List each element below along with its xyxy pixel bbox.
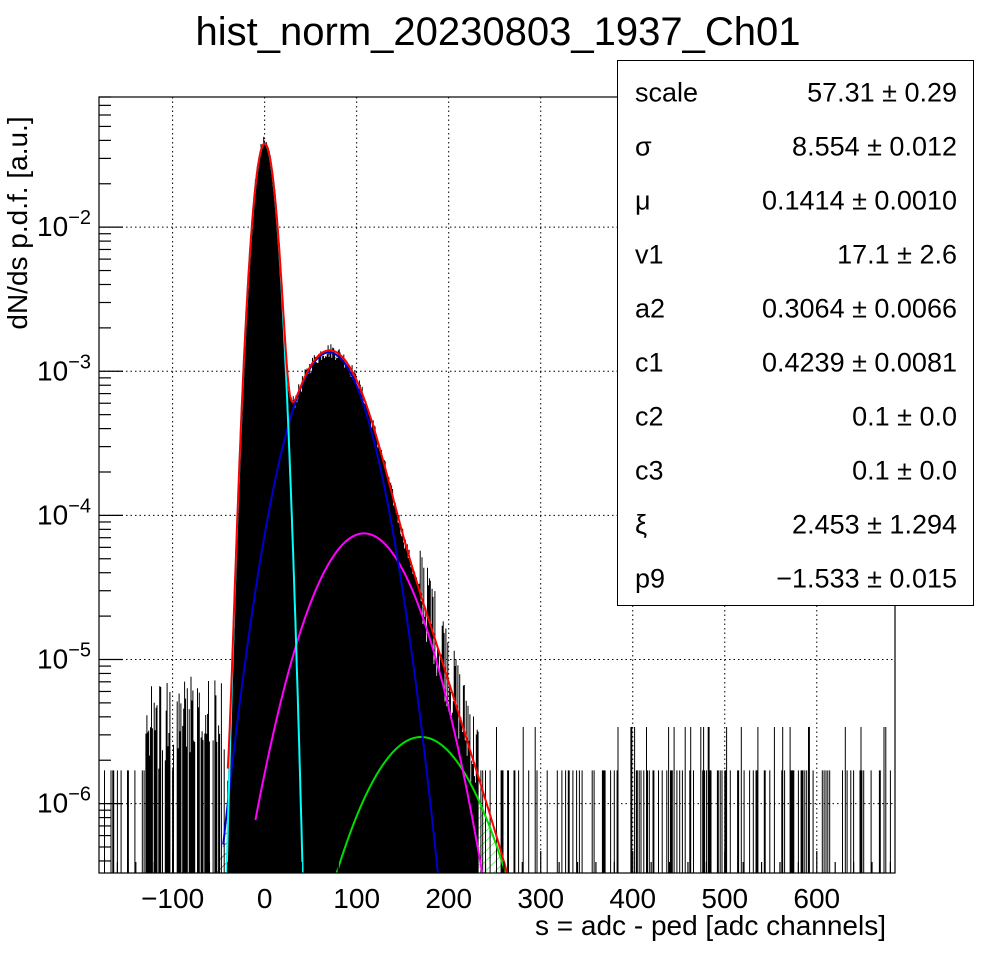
stat-value: 0.1414 ± 0.0010 [762,185,957,216]
x-tick-label: 400 [609,883,656,914]
stat-value: 17.1 ± 2.6 [837,239,957,270]
y-tick-label: 10−3 [37,351,91,386]
x-axis-label: s = adc - ped [adc channels] [535,910,886,941]
histogram [104,136,891,873]
axes [99,96,891,873]
stat-name: σ [635,131,652,162]
y-tick-label: 10−2 [37,207,91,242]
stat-value: 0.1 ± 0.0 [852,401,957,432]
stat-row-v1: v1 17.1 ± 2.6 [618,228,973,282]
stat-row-c2: c2 0.1 ± 0.0 [618,390,973,444]
stat-name: ξ [635,509,648,540]
stat-name: μ [635,185,651,216]
stat-value: 0.1 ± 0.0 [852,455,957,486]
pe3-curve [335,736,507,873]
stat-name: a2 [635,293,666,324]
y-tick-label: 10−6 [37,784,91,819]
stat-value: 0.3064 ± 0.0066 [762,293,957,324]
stat-row-mu: μ 0.1414 ± 0.0010 [618,174,973,228]
stat-row-c1: c1 0.4239 ± 0.0081 [618,336,973,390]
stat-value: 8.554 ± 0.012 [792,131,957,162]
stat-row-scale: scale 57.31 ± 0.29 [618,66,973,120]
stat-name: p9 [635,563,666,594]
stat-value: −1.533 ± 0.015 [776,563,957,594]
stat-value: 57.31 ± 0.29 [807,77,957,108]
x-tick-label: 500 [701,883,748,914]
stat-value: 2.453 ± 1.294 [792,509,957,540]
fit-stats-box: scale 57.31 ± 0.29 σ 8.554 ± 0.012 μ 0.1… [617,60,974,606]
stat-name: c3 [635,455,664,486]
stat-row-a2: a2 0.3064 ± 0.0066 [618,282,973,336]
stat-row-c3: c3 0.1 ± 0.0 [618,444,973,498]
y-axis-label: dN/ds p.d.f. [a.u.] [2,116,33,330]
stat-row-xi: ξ 2.453 ± 1.294 [618,498,973,552]
x-tick-label: 300 [517,883,564,914]
pe2-curve [254,532,484,873]
y-tick-label: 10−4 [37,495,91,530]
x-tick-label: 600 [793,883,840,914]
stat-name: c1 [635,347,664,378]
x-tick-label: 100 [333,883,380,914]
pe1-curve [222,351,439,873]
stat-row-p9: p9 −1.533 ± 0.015 [618,552,973,606]
x-tick-label: 200 [425,883,472,914]
stat-name: scale [635,77,699,108]
x-tick-label: −100 [141,883,204,914]
stat-name: v1 [635,239,664,270]
stat-name: c2 [635,401,664,432]
stat-row-sigma: σ 8.554 ± 0.012 [618,120,973,174]
chart-title: hist_norm_20230803_1937_Ch01 [195,10,801,54]
plot-body [104,136,891,873]
y-tick-label: 10−5 [37,639,91,674]
x-tick-label: 0 [257,883,273,914]
total-fit-curve [226,142,509,873]
stat-value: 0.4239 ± 0.0081 [762,347,957,378]
